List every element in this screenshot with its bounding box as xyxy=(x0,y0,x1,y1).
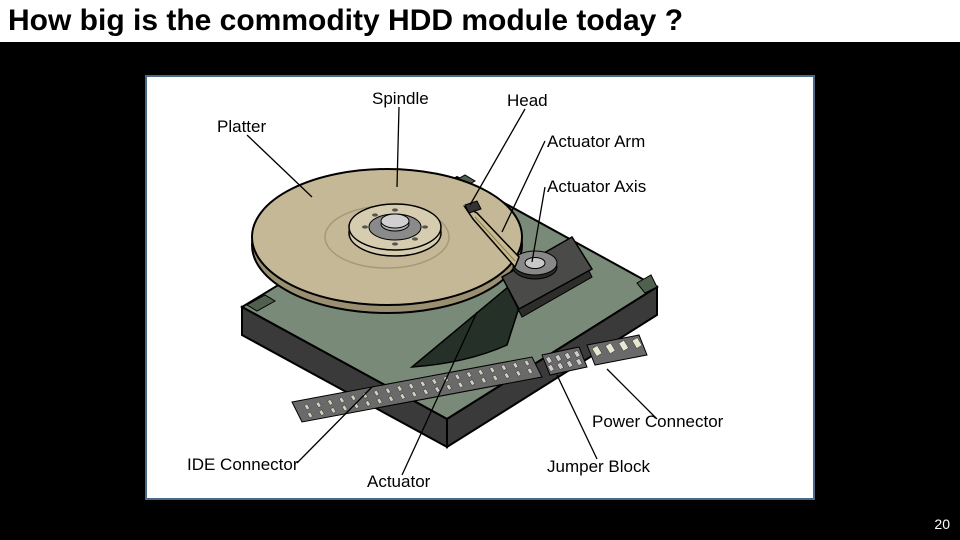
hdd-diagram-svg xyxy=(147,77,813,498)
slide-title: How big is the commodity HDD module toda… xyxy=(0,0,960,42)
page-number: 20 xyxy=(934,516,950,532)
label-power-connector: Power Connector xyxy=(592,412,723,432)
label-platter: Platter xyxy=(217,117,266,137)
hdd-diagram-frame: Platter Spindle Head Actuator Arm Actuat… xyxy=(145,75,815,500)
label-jumper-block: Jumper Block xyxy=(547,457,650,477)
label-actuator-axis: Actuator Axis xyxy=(547,177,646,197)
label-spindle: Spindle xyxy=(372,89,429,109)
label-actuator: Actuator xyxy=(367,472,430,492)
label-head: Head xyxy=(507,91,548,111)
label-ide-connector: IDE Connector xyxy=(187,455,299,475)
label-actuator-arm: Actuator Arm xyxy=(547,132,645,152)
